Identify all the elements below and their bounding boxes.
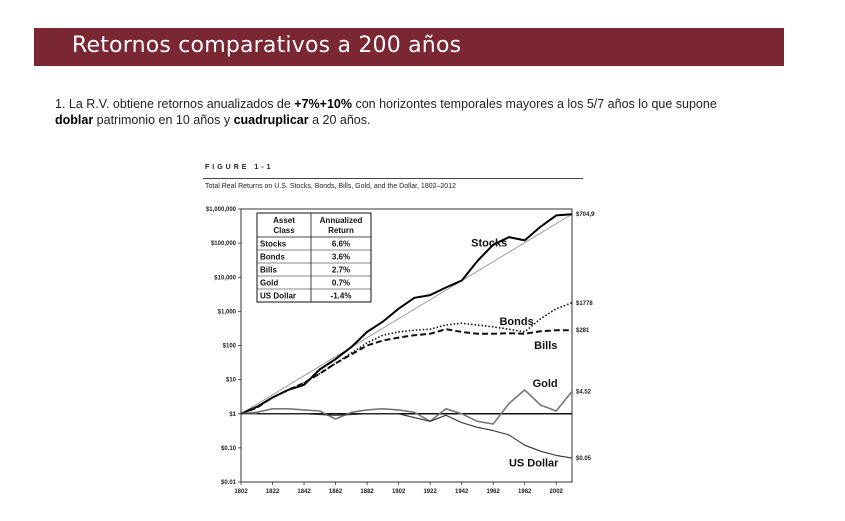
series-line-gold bbox=[240, 389, 573, 425]
table-frame bbox=[256, 212, 372, 303]
x-tick-label: 1822 bbox=[266, 489, 280, 495]
series-line-stocks bbox=[240, 213, 573, 415]
figure: FIGURE 1-1 Total Real Returns on U.S. St… bbox=[175, 162, 595, 502]
series-line-bonds bbox=[240, 302, 573, 415]
series-line-us-dollar bbox=[241, 413, 573, 459]
series-name-label-bills: Bills bbox=[534, 340, 557, 352]
x-tick-label: 1842 bbox=[297, 489, 311, 495]
table-cell-asset: US Dollar bbox=[260, 292, 296, 301]
bullet-bold-return: +7%+10% bbox=[294, 97, 352, 111]
figure-label: FIGURE 1-1 bbox=[205, 164, 274, 171]
stocks-trend-line bbox=[240, 213, 573, 415]
figure-rule bbox=[203, 178, 583, 179]
page-title: Retornos comparativos a 200 años bbox=[72, 33, 462, 58]
table-cell-return: 0.7% bbox=[332, 279, 350, 288]
x-tick-label: 1862 bbox=[329, 489, 343, 495]
bullet-text-part: a 20 años. bbox=[308, 113, 371, 127]
bullet-text-part: patrimonio en 10 años y bbox=[93, 113, 234, 127]
x-tick-label: 1942 bbox=[455, 489, 469, 495]
bullet-text: 1. La R.V. obtiene retornos anualizados … bbox=[55, 96, 755, 128]
table-cell-return: 6.6% bbox=[332, 240, 350, 249]
table-header-cell: Asset bbox=[273, 216, 295, 225]
end-value-label-gold: $4.52 bbox=[576, 389, 592, 395]
table-cell-asset: Bonds bbox=[260, 253, 285, 262]
x-tick-label: 1922 bbox=[423, 489, 437, 495]
bullet-bold-quadruple: cuadruplicar bbox=[233, 113, 309, 127]
bullet-text-part: 1. La R.V. obtiene retornos anualizados … bbox=[55, 97, 295, 111]
table-cell-asset: Stocks bbox=[260, 240, 287, 249]
y-tick-label: $100,000 bbox=[211, 241, 237, 247]
table-header-cell: Class bbox=[273, 226, 295, 235]
table-header-cell: Annualized bbox=[320, 216, 363, 225]
y-tick-label: $0.01 bbox=[221, 480, 237, 486]
x-tick-label: 1982 bbox=[518, 489, 532, 495]
end-value-label-us-dollar: $0.05 bbox=[576, 456, 592, 462]
x-tick-label: 1882 bbox=[360, 489, 374, 495]
y-tick-label: $100 bbox=[223, 344, 237, 350]
y-tick-label: $1,000,000 bbox=[206, 207, 237, 213]
table-cell-asset: Gold bbox=[260, 279, 278, 288]
table-cell-asset: Bills bbox=[260, 266, 277, 275]
table-cell-return: 2.7% bbox=[332, 266, 350, 275]
series-name-label-bonds: Bonds bbox=[499, 316, 533, 328]
bullet-bold-double: doblar bbox=[55, 113, 94, 127]
chart: $0.01 $0.10 $1 $10 $100 $1,000 $10,000 $100,000… bbox=[206, 207, 595, 495]
y-tick-label: $0.10 bbox=[221, 446, 237, 452]
end-value-label-stocks: $704,997 bbox=[576, 212, 595, 218]
bullet-text-part: con horizontes temporales mayores a los … bbox=[351, 97, 717, 111]
x-tick-label: 1962 bbox=[487, 489, 501, 495]
x-tick-label: 1902 bbox=[392, 489, 406, 495]
figure-caption: Total Real Returns on U.S. Stocks, Bonds… bbox=[205, 183, 456, 190]
table-header-cell: Return bbox=[328, 226, 354, 235]
table-cell-return: 3.6% bbox=[332, 253, 350, 262]
x-tick-label: 2002 bbox=[550, 489, 564, 495]
y-tick-label: $10 bbox=[226, 378, 237, 384]
series-line-bills bbox=[240, 328, 572, 415]
end-value-label-bills: $281 bbox=[576, 328, 590, 334]
y-tick-label: $10,000 bbox=[214, 275, 236, 281]
y-tick-label: $1,000 bbox=[218, 309, 237, 315]
series-name-label-gold: Gold bbox=[533, 378, 558, 390]
series-name-label-stocks: Stocks bbox=[471, 237, 507, 249]
end-value-label-bonds: $1778 bbox=[576, 301, 593, 307]
x-tick-label: 1802 bbox=[234, 489, 248, 495]
y-tick-label: $1 bbox=[229, 412, 236, 418]
table-cell-return: -1.4% bbox=[331, 292, 352, 301]
title-bar: Retornos comparativos a 200 años bbox=[34, 28, 784, 66]
series-name-label-us-dollar: US Dollar bbox=[509, 458, 559, 470]
